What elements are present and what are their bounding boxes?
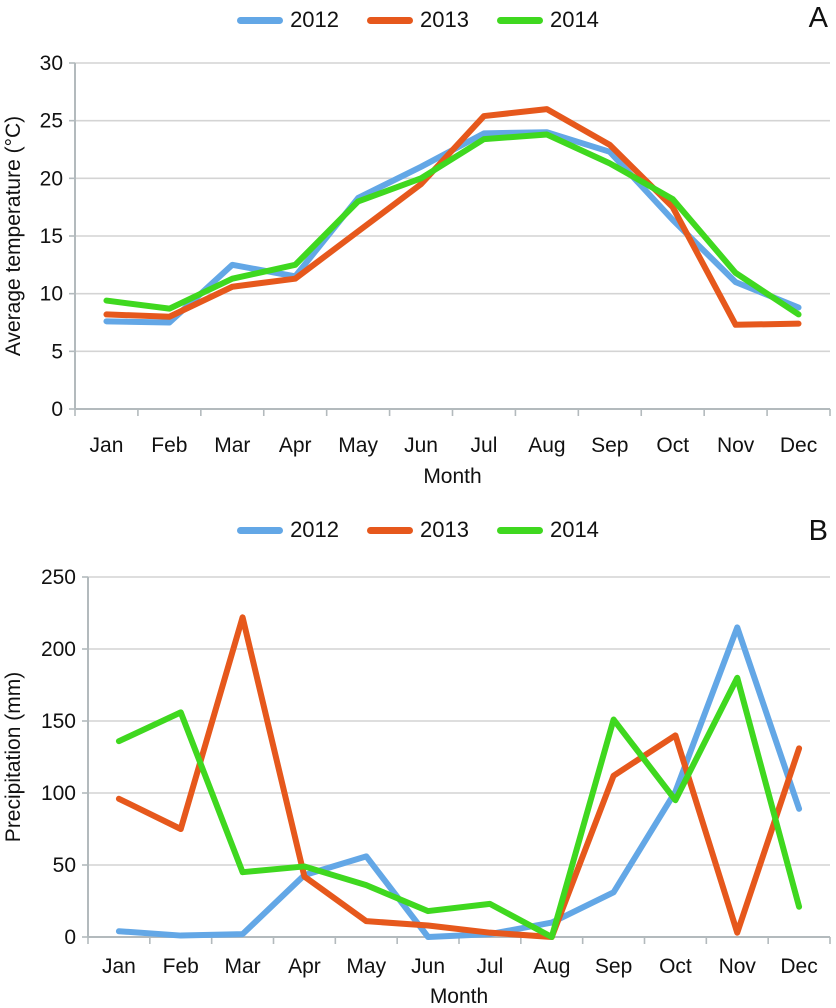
y-tick-label: 25 bbox=[40, 110, 63, 133]
legend-swatch-2013-icon bbox=[367, 526, 414, 534]
x-tick-label: Jan bbox=[102, 955, 136, 978]
y-tick-label: 30 bbox=[40, 52, 63, 75]
x-axis-title: Month bbox=[423, 465, 481, 488]
legend-swatch-2012-icon bbox=[237, 16, 284, 24]
legend-label-2013: 2013 bbox=[420, 7, 469, 32]
legend-label-2012: 2012 bbox=[290, 517, 340, 542]
y-axis-title: Precipitation (mm) bbox=[2, 672, 25, 842]
series-line-2012 bbox=[115, 624, 803, 940]
y-tick-label: 50 bbox=[53, 854, 76, 877]
y-tick-label: 0 bbox=[64, 926, 76, 949]
x-tick-label: Feb bbox=[163, 955, 199, 978]
y-tick-label: 20 bbox=[40, 167, 63, 190]
legend-item-2012: 2012 bbox=[237, 8, 339, 32]
y-axis-title: Average temperature (°C) bbox=[2, 116, 25, 356]
x-tick-label: Dec bbox=[780, 434, 817, 457]
y-tick-label: 0 bbox=[51, 398, 63, 421]
x-tick-label: Jan bbox=[90, 434, 124, 457]
temperature-line-chart: 0 5 10 15 20 25 30 Jan Feb Mar Apr May Jun Jul Aug Sep O… bbox=[2, 52, 831, 488]
y-tick-label: 200 bbox=[41, 638, 76, 661]
legend-label-2012: 2012 bbox=[290, 7, 340, 32]
series-line-2014 bbox=[115, 674, 803, 940]
legend-item-2012: 2012 bbox=[237, 518, 339, 542]
x-axis-title: Month bbox=[430, 985, 488, 1008]
y-tick-label: 250 bbox=[41, 566, 76, 589]
series-line-2013 bbox=[103, 106, 802, 328]
x-tick-label: Nov bbox=[719, 955, 757, 978]
legend-item-2014: 2014 bbox=[496, 517, 599, 542]
y-tick-label: 15 bbox=[40, 225, 63, 248]
x-tick-label: Jun bbox=[404, 434, 438, 457]
x-tick-label: Apr bbox=[288, 955, 321, 978]
legend-swatch-2014-icon bbox=[496, 526, 543, 534]
x-tick-label: Feb bbox=[151, 434, 187, 457]
legend-item-2013: 2013 bbox=[367, 518, 469, 542]
y-tick-label: 150 bbox=[41, 710, 76, 733]
precipitation-panel: 2012 2013 2014 B 0 50 100 150 200 250 Jan Feb Ma… bbox=[0, 504, 836, 1008]
x-tick-label: Jul bbox=[476, 955, 503, 978]
x-tick-label: Aug bbox=[533, 955, 570, 978]
series-line-2014 bbox=[103, 131, 802, 318]
x-tick-label: Sep bbox=[591, 434, 628, 457]
x-tick-label: Jul bbox=[471, 434, 498, 457]
legend-label-2014: 2014 bbox=[549, 7, 599, 32]
legend-item-2014: 2014 bbox=[496, 7, 599, 32]
x-tick-label: Dec bbox=[780, 955, 817, 978]
x-tick-label: Oct bbox=[656, 434, 689, 457]
x-tick-label: Oct bbox=[659, 955, 692, 978]
y-tick-label: 100 bbox=[41, 782, 76, 805]
x-tick-label: Mar bbox=[224, 955, 260, 978]
legend-label-2014: 2014 bbox=[549, 517, 599, 542]
x-tick-label: Mar bbox=[214, 434, 250, 457]
y-tick-label: 10 bbox=[40, 283, 63, 306]
legend-swatch-2012-icon bbox=[237, 526, 284, 534]
x-tick-label: Jun bbox=[411, 955, 445, 978]
series-line-2013 bbox=[115, 614, 803, 940]
x-tick-label: May bbox=[338, 434, 378, 457]
legend-swatch-2014-icon bbox=[496, 16, 543, 24]
x-tick-label: May bbox=[346, 955, 386, 978]
precipitation-legend: 2012 2013 2014 bbox=[0, 518, 836, 542]
panel-letter-a: A bbox=[808, 2, 828, 34]
y-tick-label: 5 bbox=[51, 340, 63, 363]
x-tick-label: Aug bbox=[528, 434, 565, 457]
x-tick-label: Sep bbox=[595, 955, 632, 978]
x-tick-label: Nov bbox=[717, 434, 755, 457]
legend-swatch-2013-icon bbox=[367, 16, 414, 24]
precipitation-line-chart: 0 50 100 150 200 250 Jan Feb Mar Apr May Jun Jul Aug S… bbox=[2, 566, 831, 1008]
temperature-panel: 2012 2013 2014 A 0 5 10 15 20 25 30 Jan Feb Mar Ap… bbox=[0, 2, 836, 488]
legend-label-2013: 2013 bbox=[420, 517, 469, 542]
panel-letter-b: B bbox=[808, 515, 828, 547]
legend-item-2013: 2013 bbox=[367, 8, 469, 32]
temperature-legend: 2012 2013 2014 bbox=[0, 8, 836, 32]
x-tick-label: Apr bbox=[279, 434, 312, 457]
